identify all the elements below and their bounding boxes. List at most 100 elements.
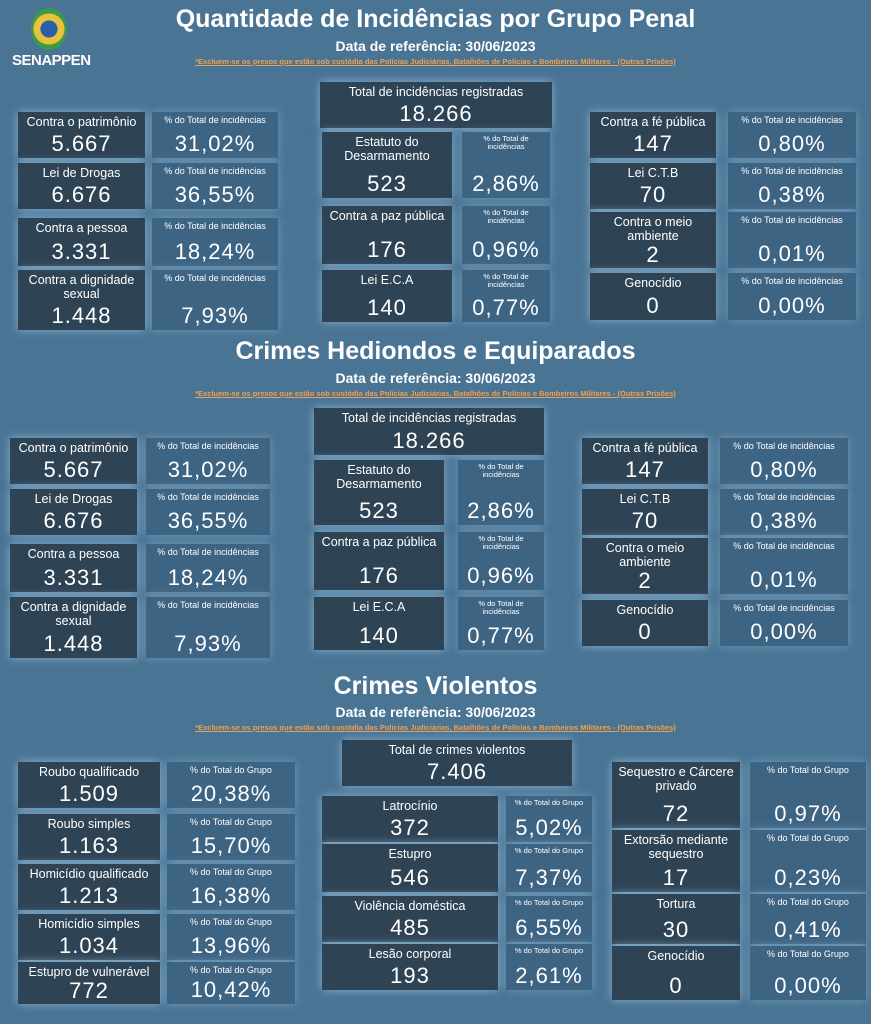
category-card: Genocídio 0	[590, 273, 716, 320]
percent-card: % do Total do Grupo 0,97%	[750, 762, 866, 828]
percent-card-label: % do Total do Grupo	[190, 965, 272, 975]
percent-card-value: 31,02%	[167, 457, 249, 482]
percent-card: % do Total do Grupo 15,70%	[167, 814, 295, 860]
percent-card-label: % do Total de incidências	[733, 603, 835, 613]
percent-card: % do Total de incidências 0,80%	[720, 438, 848, 484]
section-title: Crimes Violentos	[333, 672, 538, 700]
reference-date: Data de referência: 30/06/2023	[335, 704, 536, 720]
percent-card: % do Total de incidências 36,55%	[146, 489, 270, 535]
percent-card-label: % do Total de incidências	[478, 534, 524, 551]
total-card: Total de crimes violentos 7.406	[342, 740, 572, 786]
category-card-label: Lei E.C.A	[360, 273, 414, 287]
category-card-value: 6.676	[43, 508, 104, 533]
category-card-value: 176	[367, 237, 407, 262]
percent-card-value: 0,77%	[467, 623, 535, 648]
percent-card: % do Total de incidências 0,77%	[462, 270, 550, 322]
total-card-label: Total de incidências registradas	[341, 411, 517, 425]
category-card: Roubo qualificado 1.509	[18, 762, 160, 808]
category-card: Violência doméstica 485	[322, 896, 498, 942]
category-card-label: Contra a dignidade sexual	[20, 600, 127, 628]
category-card-value: 372	[390, 815, 430, 840]
category-card-value: 1.448	[51, 303, 112, 328]
percent-card-label: % do Total de incidências	[157, 547, 259, 557]
category-card-label: Roubo qualificado	[38, 765, 140, 779]
percent-card: % do Total de incidências 0,00%	[728, 273, 856, 320]
percent-card-value: 20,38%	[190, 781, 272, 806]
category-card: Contra o patrimônio 5.667	[18, 112, 145, 158]
category-card: Estatuto do Desarmamento 523	[322, 132, 452, 198]
percent-card-label: % do Total de incidências	[157, 492, 259, 502]
category-card: Genocídio 0	[582, 600, 708, 646]
category-card-label: Contra a fé pública	[592, 441, 698, 455]
percent-card-value: 0,80%	[750, 457, 818, 482]
category-card-label: Violência doméstica	[354, 899, 466, 913]
percent-card: % do Total de incidências 0,96%	[458, 532, 544, 590]
percent-card: % do Total do Grupo 0,41%	[750, 894, 866, 944]
category-card-label: Extorsão mediante sequestro	[623, 833, 729, 861]
percent-card-label: % do Total de incidências	[741, 115, 843, 125]
category-card: Estupro de vulnerável 772	[18, 962, 160, 1004]
category-card: Contra o patrimônio 5.667	[10, 438, 137, 484]
exclusion-note: *Excluem-se os presos que estão sob cust…	[195, 57, 676, 66]
exclusion-note: *Excluem-se os presos que estão sob cust…	[195, 389, 676, 398]
percent-card-value: 13,96%	[190, 933, 272, 958]
percent-card-value: 0,00%	[774, 973, 842, 998]
category-card: Contra a dignidade sexual 1.448	[10, 597, 137, 658]
category-card-value: 70	[639, 182, 667, 207]
category-card-value: 523	[359, 498, 399, 523]
category-card-label: Sequestro e Cárcere privado	[618, 765, 734, 793]
percent-card-label: % do Total do Grupo	[514, 846, 584, 855]
percent-card-value: 0,41%	[774, 917, 842, 942]
category-card: Genocídio 0	[612, 946, 740, 1000]
percent-card-label: % do Total de incidências	[157, 600, 259, 610]
category-card-label: Contra o patrimônio	[18, 441, 129, 455]
category-card-value: 5.667	[51, 131, 112, 156]
percent-card-value: 10,42%	[190, 977, 272, 1002]
category-card-label: Genocídio	[624, 276, 682, 290]
category-card: Sequestro e Cárcere privado 72	[612, 762, 740, 828]
percent-card: % do Total de incidências 18,24%	[146, 544, 270, 592]
category-card-value: 485	[390, 915, 430, 940]
category-card-label: Lei C.T.B	[619, 492, 671, 506]
percent-card: % do Total do Grupo 16,38%	[167, 864, 295, 910]
category-card-label: Contra a dignidade sexual	[28, 273, 135, 301]
category-card-label: Latrocínio	[382, 799, 438, 813]
percent-card: % do Total de incidências 0,01%	[720, 538, 848, 594]
percent-card-value: 5,02%	[515, 815, 583, 840]
percent-card-value: 6,55%	[515, 915, 583, 940]
percent-card-value: 0,00%	[758, 293, 826, 318]
percent-card-value: 7,37%	[515, 865, 583, 890]
percent-card: % do Total do Grupo 10,42%	[167, 962, 295, 1004]
category-card: Homicídio simples 1.034	[18, 914, 160, 960]
category-card-value: 176	[359, 563, 399, 588]
category-card: Extorsão mediante sequestro 17	[612, 830, 740, 892]
reference-date: Data de referência: 30/06/2023	[335, 370, 536, 386]
percent-card: % do Total de incidências 31,02%	[152, 112, 278, 158]
category-card: Contra a pessoa 3.331	[18, 218, 145, 266]
category-card: Lesão corporal 193	[322, 944, 498, 990]
logo-text: SENAPPEN	[12, 52, 91, 69]
percent-card-label: % do Total de incidências	[478, 462, 524, 479]
percent-card: % do Total de incidências 0,01%	[728, 212, 856, 268]
category-card-value: 1.213	[58, 883, 120, 908]
category-card-label: Contra a paz pública	[329, 209, 445, 223]
percent-card-label: % do Total de incidências	[164, 115, 266, 125]
category-card-label: Contra a pessoa	[27, 547, 120, 561]
percent-card-label: % do Total do Grupo	[190, 917, 272, 927]
percent-card-label: % do Total de incidências	[733, 492, 835, 502]
category-card-value: 1.163	[58, 833, 120, 858]
category-card-label: Contra o meio ambiente	[605, 541, 685, 569]
percent-card-label: % do Total do Grupo	[767, 765, 849, 775]
total-card: Total de incidências registradas 18.266	[314, 408, 544, 455]
total-card-value: 18.266	[399, 101, 473, 126]
total-card-label: Total de incidências registradas	[348, 85, 524, 99]
category-card-value: 1.034	[58, 933, 120, 958]
category-card-label: Contra a paz pública	[321, 535, 437, 549]
category-card-label: Tortura	[656, 897, 696, 911]
percent-card-label: % do Total do Grupo	[514, 898, 584, 907]
percent-card-label: % do Total de incidências	[164, 166, 266, 176]
percent-card-value: 0,01%	[758, 241, 826, 266]
percent-card-value: 2,86%	[467, 498, 535, 523]
percent-card-value: 18,24%	[167, 565, 249, 590]
brazil-coat-of-arms-icon	[31, 8, 67, 50]
